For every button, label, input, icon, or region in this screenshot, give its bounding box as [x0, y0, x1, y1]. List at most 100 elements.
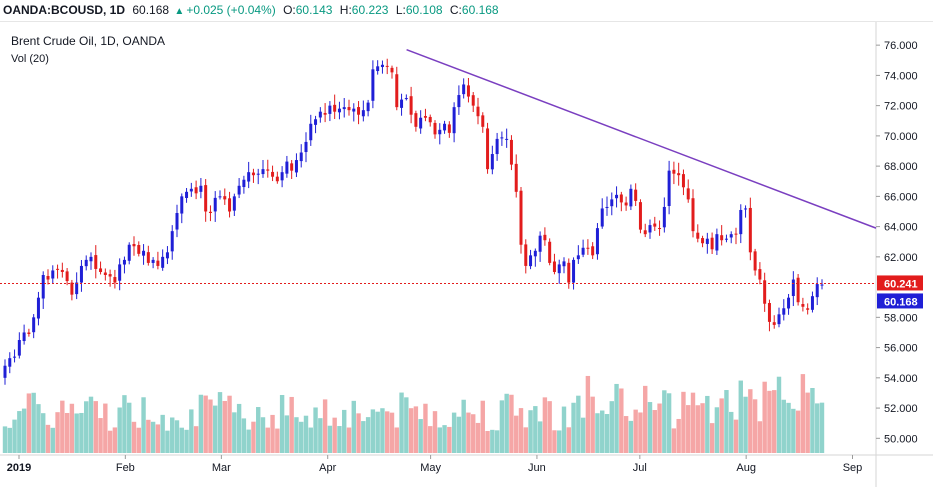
volume-bar	[537, 421, 543, 453]
price-axis[interactable]: 76.000 74.000 72.000 70.000 68.000 66.000 64.0…	[876, 40, 918, 445]
volume-bar	[657, 403, 662, 453]
volume-bar	[122, 395, 127, 453]
y-tick-label: 52.000	[884, 403, 918, 415]
candle-body	[60, 269, 64, 272]
candle-body	[605, 206, 609, 208]
symbol-name[interactable]: OANDA:BCOUSD, 1D	[3, 3, 126, 17]
candle-body	[729, 234, 733, 238]
candle-body	[89, 256, 93, 262]
volume-bar	[767, 390, 772, 453]
last-price-label: 60.168	[884, 296, 918, 308]
volume-bar	[174, 420, 180, 453]
candle-body	[433, 122, 437, 135]
candle-body	[290, 163, 294, 171]
candle-body	[256, 173, 260, 175]
volume-bar	[815, 403, 820, 453]
volume-bar	[131, 421, 137, 453]
candle-body	[734, 233, 738, 235]
volume-bar	[299, 421, 304, 453]
candle-body	[763, 280, 767, 304]
volume-bar	[26, 393, 32, 453]
low-label: L:	[395, 3, 406, 17]
x-tick-label: Apr	[319, 462, 336, 474]
up-arrow-icon: ▲	[174, 6, 185, 17]
volume-bar	[666, 393, 672, 453]
volume-bar	[776, 376, 782, 453]
volume-bar	[700, 403, 705, 453]
volume-bar	[308, 427, 313, 453]
candle-body	[820, 284, 824, 286]
volume-bar	[93, 401, 98, 453]
candle-body	[557, 264, 561, 274]
time-axis[interactable]: 2019 Feb Mar Apr May Jun Jul Aug Sep	[7, 455, 863, 474]
candle-body	[801, 304, 805, 307]
candle-body	[385, 65, 389, 67]
y-tick-label: 64.000	[884, 222, 918, 234]
volume-bar	[31, 392, 36, 453]
volume-bar	[600, 410, 605, 453]
candle-body	[185, 191, 189, 198]
y-tick-label: 58.000	[884, 312, 918, 324]
candle-body	[595, 228, 599, 255]
volume-bar	[705, 395, 710, 453]
volume-bar	[260, 417, 266, 453]
volume-bar	[451, 412, 457, 453]
candle-body	[767, 303, 771, 322]
candle-body	[490, 154, 494, 170]
volume-bar	[533, 406, 538, 453]
candle-body	[782, 308, 786, 315]
volume-bar	[690, 392, 696, 453]
volume-bar	[638, 412, 643, 453]
candle-body	[667, 170, 671, 206]
volume-bar	[385, 411, 390, 453]
volume-bar	[676, 418, 681, 453]
volume-bar	[709, 423, 715, 453]
candle-body	[51, 270, 55, 279]
candle-body	[476, 106, 480, 117]
candle-body	[228, 198, 232, 212]
candle-body	[108, 274, 112, 277]
candle-body	[146, 252, 150, 263]
x-tick-label: Jul	[633, 462, 647, 474]
volume-bar	[79, 412, 84, 453]
volume-bar	[447, 426, 452, 453]
candle-body	[156, 260, 160, 266]
x-tick-label: Feb	[116, 462, 135, 474]
y-tick-label: 70.000	[884, 131, 918, 143]
trendline[interactable]	[406, 48, 877, 229]
volume-bar	[356, 413, 361, 453]
candle-body	[371, 69, 375, 101]
candle-body	[591, 246, 595, 256]
volume-bar	[475, 422, 481, 453]
volume-bar	[432, 411, 438, 453]
x-tick-label: Jun	[528, 462, 546, 474]
candle-body	[486, 128, 490, 170]
y-tick-label: 74.000	[884, 70, 918, 82]
candle-body	[218, 196, 222, 198]
volume-bar	[136, 427, 141, 453]
volume-bar	[595, 413, 600, 453]
volume-bar	[84, 401, 89, 453]
candle-body	[538, 235, 542, 252]
volume-bar	[428, 426, 433, 453]
volume-bar	[800, 374, 806, 453]
candle-body	[165, 252, 169, 259]
volume-bar	[160, 414, 165, 453]
volume-bar	[227, 395, 232, 453]
candle-body	[519, 190, 523, 245]
volume-bar	[671, 428, 677, 453]
candle-body	[414, 113, 418, 127]
volume-bar	[322, 399, 328, 453]
candle-body	[194, 187, 198, 194]
volume-bar	[772, 390, 777, 453]
candle-body	[333, 104, 337, 112]
volume-bar	[365, 417, 371, 453]
candle-body	[696, 232, 700, 239]
volume-bar	[628, 420, 634, 453]
high-value: 60.223	[351, 3, 389, 17]
x-tick-label: Mar	[212, 462, 231, 474]
volume-bar	[12, 419, 17, 453]
volume-bar	[566, 427, 571, 453]
volume-bar	[155, 424, 161, 453]
